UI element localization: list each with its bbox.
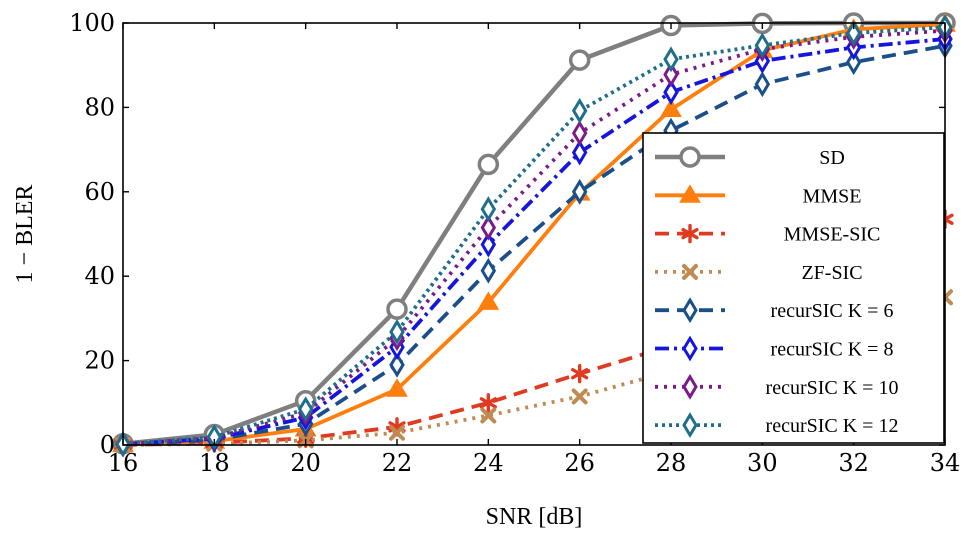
series-line <box>122 28 946 447</box>
legend-swatch-marker <box>682 335 698 362</box>
data-point <box>389 318 405 345</box>
data-point <box>845 49 862 76</box>
legend-swatch-marker <box>682 373 698 400</box>
data-point <box>206 424 223 450</box>
plot-frame <box>122 22 946 446</box>
legend-swatch-marker <box>682 263 698 280</box>
legend-swatch-marker <box>681 223 699 244</box>
x-tick-label: 30 <box>747 449 778 477</box>
data-point <box>480 231 497 258</box>
data-point <box>663 61 679 88</box>
legend-swatch-marker <box>679 146 701 168</box>
data-point <box>571 363 589 384</box>
data-point <box>571 97 588 124</box>
x-tick-label: 18 <box>199 449 230 477</box>
data-point <box>571 388 588 405</box>
series-layer <box>112 12 956 458</box>
series-line <box>122 22 946 447</box>
legend-swatch-marker <box>682 412 698 439</box>
y-tick-label: 0 <box>100 431 115 459</box>
legend-entry: SD <box>655 146 845 169</box>
series-line <box>122 37 946 447</box>
legend-label: recurSIC K = 6 <box>771 300 894 322</box>
data-point <box>480 196 497 223</box>
x-tick-label: 16 <box>108 449 139 477</box>
data-point <box>389 424 405 441</box>
y-tick-label: 80 <box>84 93 115 121</box>
x-tick-label: 26 <box>564 449 595 477</box>
data-point <box>479 393 497 413</box>
data-point <box>663 46 679 73</box>
x-tick-label: 22 <box>382 449 413 477</box>
data-point <box>571 120 588 147</box>
data-point <box>297 396 314 423</box>
data-point <box>480 257 497 284</box>
x-tick-label: 32 <box>838 449 869 477</box>
legend-label: SD <box>819 147 845 169</box>
data-point <box>480 407 497 424</box>
legend-label: MMSE <box>803 185 862 207</box>
x-tick-label: 20 <box>290 449 321 477</box>
data-point <box>477 153 500 176</box>
data-point <box>386 378 408 397</box>
legend-entry: recurSIC K = 12 <box>655 412 899 439</box>
legend: SD MMSE MMSE-SIC ZF-SIC recurSIC K = 6 recurS… <box>642 132 945 444</box>
data-point <box>571 139 588 166</box>
y-tick-label: 20 <box>84 347 115 375</box>
x-tick-label: 24 <box>473 449 504 477</box>
legend-entry: ZF-SIC <box>655 262 863 284</box>
legend-swatch-marker <box>682 297 698 324</box>
legend-label: recurSIC K = 8 <box>771 339 894 361</box>
legend-entry: MMSE <box>655 184 862 207</box>
legend-entry: MMSE-SIC <box>655 224 880 246</box>
legend-label: recurSIC K = 10 <box>766 377 899 399</box>
data-point <box>754 32 771 59</box>
legend-label: MMSE-SIC <box>784 224 881 246</box>
axis-ticks: 16 18 20 22 24 26 28 30 32 34 0 20 40 60 80 100 <box>69 9 960 477</box>
y-tick-label: 40 <box>84 262 115 290</box>
data-point <box>663 79 679 106</box>
data-point <box>386 298 408 320</box>
data-point <box>754 71 771 98</box>
y-tick-label: 60 <box>84 178 115 206</box>
data-point <box>477 291 500 310</box>
series-7 <box>115 14 953 458</box>
series-line <box>122 295 946 447</box>
legend-label: recurSIC K = 12 <box>766 415 899 437</box>
series-line <box>122 25 946 447</box>
data-point <box>568 49 591 71</box>
legend-label: ZF-SIC <box>801 262 862 284</box>
y-axis-label: 1 − BLER <box>12 185 38 284</box>
data-point <box>480 214 497 241</box>
data-point <box>389 351 405 378</box>
x-tick-label: 28 <box>656 449 687 477</box>
data-point <box>660 98 682 118</box>
x-axis-label: SNR [dB] <box>486 504 583 530</box>
data-point <box>845 20 862 47</box>
legend-entry: recurSIC K = 10 <box>655 373 899 400</box>
x-tick-label: 34 <box>930 449 961 477</box>
y-tick-label: 100 <box>69 9 115 37</box>
data-point <box>571 178 588 205</box>
legend-swatch-marker <box>679 184 701 203</box>
legend-entry: recurSIC K = 8 <box>655 335 894 362</box>
series-line <box>122 43 946 447</box>
legend-entry: recurSIC K = 6 <box>655 297 894 324</box>
